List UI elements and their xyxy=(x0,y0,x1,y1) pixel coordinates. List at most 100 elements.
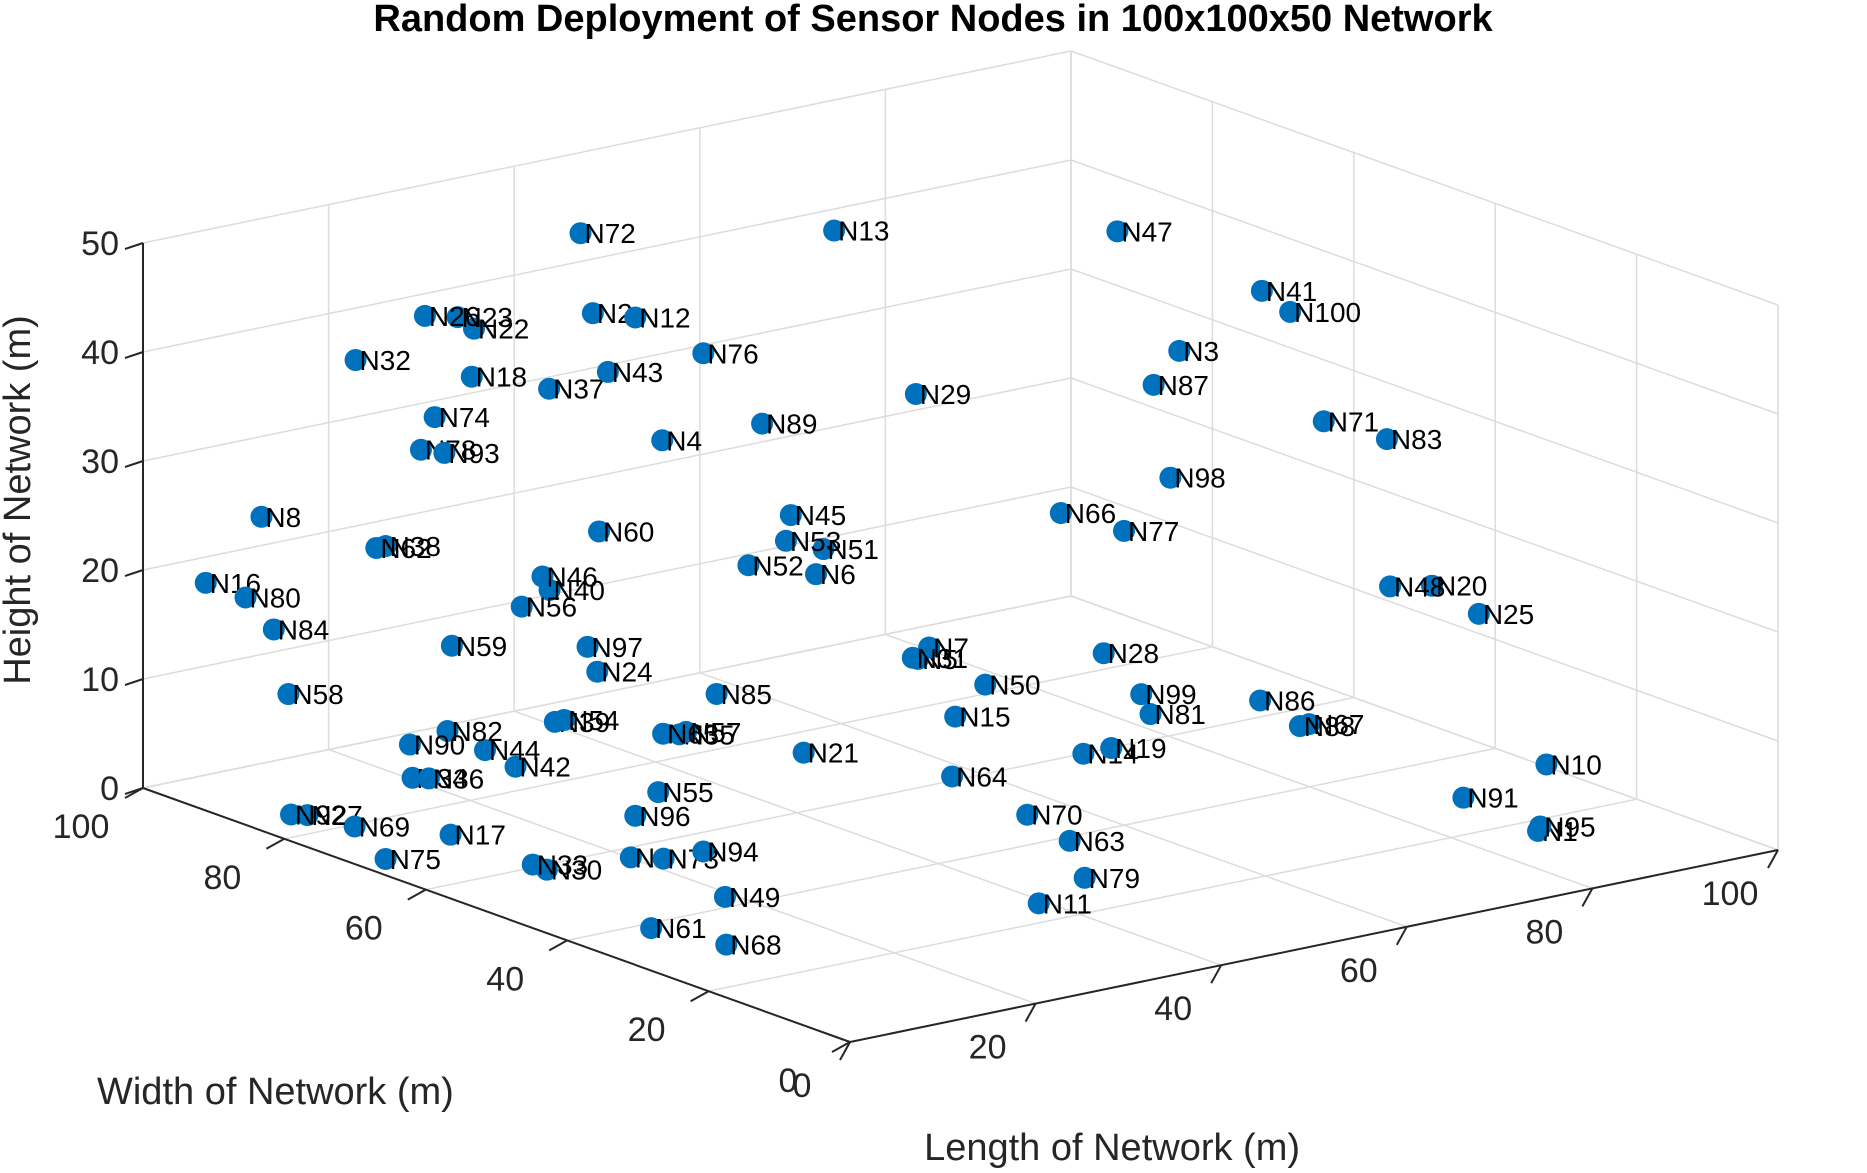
node-label: N32 xyxy=(360,345,411,376)
sensor-node-n64: N64 xyxy=(941,761,1007,792)
node-marker xyxy=(277,683,300,706)
node-marker xyxy=(715,933,738,956)
sensor-node-n82: N82 xyxy=(436,716,503,747)
node-marker xyxy=(805,563,827,586)
node-marker xyxy=(504,755,527,778)
node-label: N95 xyxy=(1544,811,1595,842)
chart-title: Random Deployment of Sensor Nodes in 100… xyxy=(373,0,1493,40)
sensor-node-n56: N56 xyxy=(510,592,577,623)
node-marker xyxy=(374,848,397,870)
sensor-node-n77: N77 xyxy=(1113,516,1179,547)
node-label: N54 xyxy=(568,705,619,736)
node-label: N46 xyxy=(546,562,597,593)
node-label: N40 xyxy=(554,575,605,606)
node-marker xyxy=(904,383,927,406)
side-wall-grid-line xyxy=(1070,377,1779,633)
sensor-node-n6: N6 xyxy=(805,559,856,590)
sensor-node-n57: N57 xyxy=(675,717,741,748)
sensor-node-n58: N58 xyxy=(277,679,344,710)
node-label: N83 xyxy=(1391,424,1442,455)
node-label: N89 xyxy=(766,409,817,440)
node-label: N50 xyxy=(989,670,1040,701)
sensor-node-n59: N59 xyxy=(440,631,507,662)
y-axis-line xyxy=(142,787,851,1043)
node-marker xyxy=(1092,642,1115,665)
z-tick-mark xyxy=(124,569,144,577)
y-tick-label: 40 xyxy=(486,960,524,998)
node-marker xyxy=(553,708,576,731)
sensor-node-n85: N85 xyxy=(705,679,772,710)
node-label: N59 xyxy=(456,631,507,662)
sensor-node-n68: N68 xyxy=(715,930,782,961)
node-label: N86 xyxy=(1264,685,1315,716)
node-marker xyxy=(1529,815,1552,838)
sensor-node-n34: N34 xyxy=(401,763,468,794)
node-marker xyxy=(1058,829,1081,852)
floor-grid-line xyxy=(142,595,1072,789)
floor-grid-line xyxy=(1070,595,1779,851)
node-marker xyxy=(417,767,440,790)
node-label: N51 xyxy=(828,534,879,565)
sensor-node-n22: N22 xyxy=(462,314,529,345)
node-label: N12 xyxy=(639,303,690,334)
sensor-node-n69: N69 xyxy=(343,811,410,842)
z-tick-label: 30 xyxy=(81,443,119,481)
sensor-node-n18: N18 xyxy=(460,362,527,393)
node-label: N87 xyxy=(1158,370,1209,401)
node-label: N55 xyxy=(662,777,713,808)
node-label: N21 xyxy=(808,738,859,769)
grid-layer xyxy=(142,50,1779,1043)
node-label: N66 xyxy=(1065,498,1116,529)
y-tick-mark xyxy=(548,939,568,952)
node-label: N11 xyxy=(1043,888,1092,919)
node-marker xyxy=(521,853,544,876)
node-label: N93 xyxy=(448,438,499,469)
node-marker xyxy=(1421,574,1443,597)
sensor-node-n3: N3 xyxy=(1168,336,1219,367)
node-label: N90 xyxy=(414,730,465,761)
node-marker xyxy=(1535,753,1558,776)
node-label: N6 xyxy=(820,559,856,590)
node-label: N70 xyxy=(1031,800,1082,831)
x-tick-mark xyxy=(839,1041,851,1061)
sensor-node-n43: N43 xyxy=(596,357,663,388)
y-tick-mark xyxy=(831,1041,851,1053)
node-marker xyxy=(1452,786,1475,809)
floor-grid-line xyxy=(328,748,1036,1005)
x-tick-label: 20 xyxy=(969,1029,1007,1067)
sensor-node-n10: N10 xyxy=(1535,749,1602,780)
node-marker xyxy=(460,365,483,388)
sensor-node-n66: N66 xyxy=(1049,498,1116,529)
node-label: N61 xyxy=(655,913,706,944)
node-label: N23 xyxy=(462,302,513,333)
sensor-node-n7: N7 xyxy=(918,633,969,664)
node-label: N8 xyxy=(265,502,301,533)
z-tick-mark xyxy=(124,678,144,686)
node-marker xyxy=(692,342,715,365)
node-marker xyxy=(1139,703,1162,726)
sensor-node-n20: N20 xyxy=(1421,571,1487,602)
node-marker xyxy=(538,377,561,400)
sensor-node-n45: N45 xyxy=(779,500,846,531)
sensor-node-n24: N24 xyxy=(586,657,653,688)
node-marker xyxy=(1142,373,1165,396)
node-label: N68 xyxy=(730,930,781,961)
node-marker xyxy=(569,222,592,245)
node-marker xyxy=(705,682,728,705)
sensor-node-n80: N80 xyxy=(234,583,301,614)
z-tick-mark xyxy=(124,242,144,250)
node-label: N29 xyxy=(920,379,971,410)
sensor-node-n21: N21 xyxy=(792,738,859,769)
side-wall-grid-line xyxy=(1070,50,1779,306)
y-tick-label: 80 xyxy=(203,859,241,897)
node-label: N88 xyxy=(1304,711,1355,742)
node-marker xyxy=(586,660,609,683)
node-label: N26 xyxy=(429,301,480,332)
sensor-node-n12: N12 xyxy=(624,303,691,334)
y-tick-mark xyxy=(265,837,285,850)
sensor-node-n83: N83 xyxy=(1375,424,1442,455)
sensor-node-n31: N31 xyxy=(901,643,968,674)
z-tick-label: 50 xyxy=(81,225,119,263)
node-label: N96 xyxy=(639,801,690,832)
y-tick-label: 0 xyxy=(779,1062,798,1100)
